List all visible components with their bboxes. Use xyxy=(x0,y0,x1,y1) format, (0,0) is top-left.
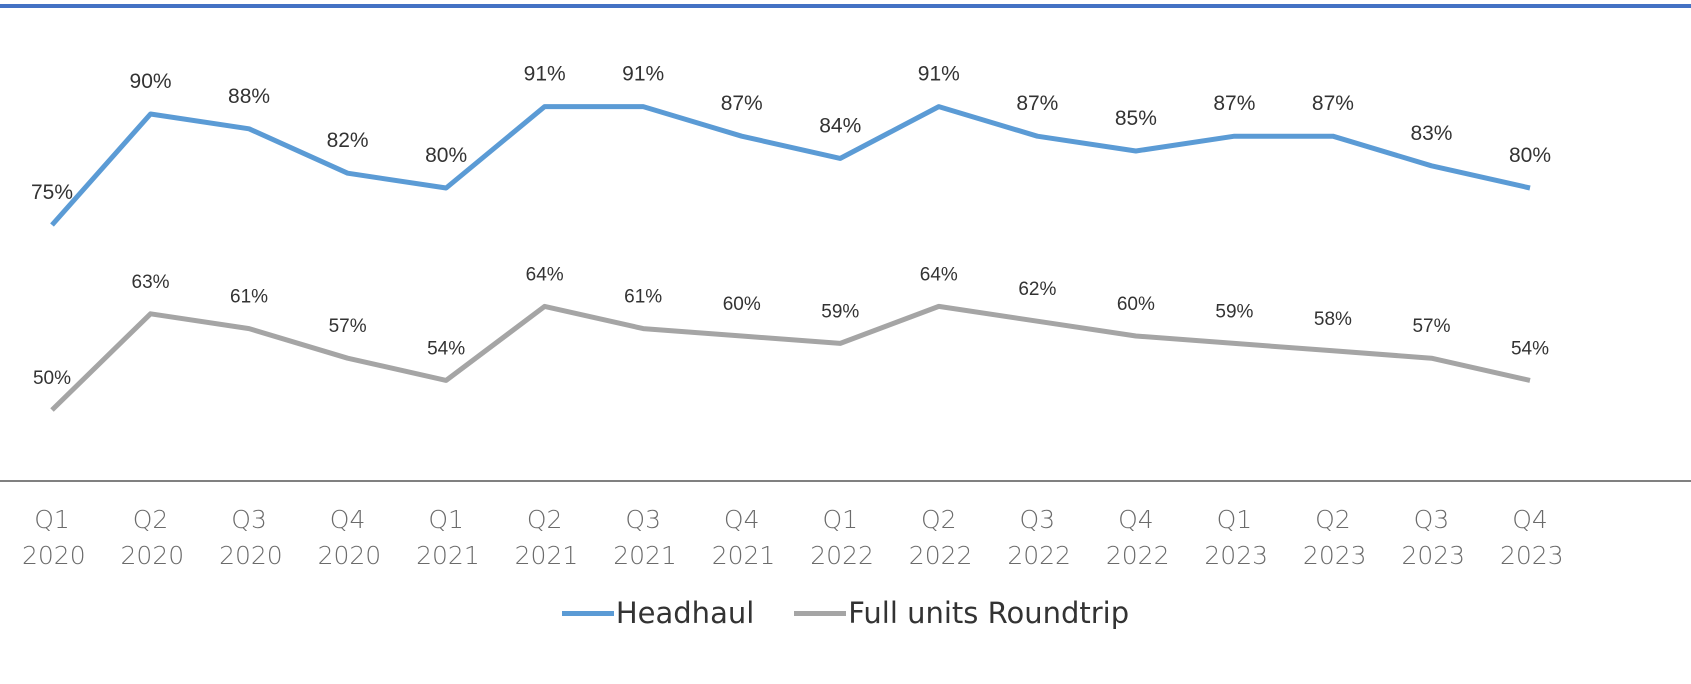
x-tick-label: Q2 2020 xyxy=(120,505,185,570)
data-label: 61% xyxy=(230,287,268,308)
legend: Headhaul Full units Roundtrip xyxy=(0,596,1691,630)
data-label: 50% xyxy=(33,368,71,389)
x-tick-label: Q1 2023 xyxy=(1204,505,1269,570)
legend-item: Headhaul xyxy=(561,596,755,630)
x-tick-label: Q4 2023 xyxy=(1500,505,1564,570)
x-tick-label: Q3 2020 xyxy=(219,505,283,570)
x-tick-label: Q4 2022 xyxy=(1105,505,1170,570)
data-label: 58% xyxy=(1314,309,1352,330)
data-label: 63% xyxy=(132,272,170,293)
data-label: 91% xyxy=(524,63,566,86)
x-tick-label: Q2 2023 xyxy=(1302,505,1367,570)
x-tick-label: Q1 2020 xyxy=(22,505,86,570)
legend-label: Headhaul xyxy=(615,596,755,630)
data-label: 75% xyxy=(31,181,73,204)
data-label: 88% xyxy=(228,85,270,108)
data-label: 60% xyxy=(1117,294,1155,315)
data-label: 87% xyxy=(1016,92,1058,115)
data-label: 59% xyxy=(821,301,859,322)
series-line xyxy=(50,303,1531,412)
x-tick-label: Q3 2022 xyxy=(1007,505,1071,570)
data-label: 54% xyxy=(427,338,465,359)
data-label: 80% xyxy=(1509,144,1551,167)
legend-label: Full units Roundtrip xyxy=(848,596,1130,630)
data-label: 57% xyxy=(1412,316,1450,337)
x-tick-label: Q3 2023 xyxy=(1401,505,1466,570)
x-tick-label: Q4 2020 xyxy=(317,505,382,570)
legend-swatch xyxy=(794,610,847,616)
series-line xyxy=(50,104,1531,227)
x-tick-label: Q1 2022 xyxy=(810,505,874,570)
top-rule xyxy=(0,4,1691,8)
data-label: 91% xyxy=(918,63,960,86)
data-label: 64% xyxy=(526,264,564,285)
x-tick-label: Q1 2021 xyxy=(416,505,480,570)
data-label: 85% xyxy=(1115,107,1157,130)
x-tick-label: Q4 2021 xyxy=(711,505,776,570)
data-label: 80% xyxy=(425,144,467,167)
data-label: 87% xyxy=(1312,92,1354,115)
data-label: 91% xyxy=(622,63,664,86)
data-label: 60% xyxy=(723,294,761,315)
data-label: 62% xyxy=(1018,279,1056,300)
legend-swatch xyxy=(561,610,614,616)
data-label: 82% xyxy=(327,129,369,152)
data-label: 90% xyxy=(130,70,172,93)
data-label: 61% xyxy=(624,287,662,308)
x-tick-label: Q2 2022 xyxy=(908,505,973,570)
data-label: 83% xyxy=(1410,122,1452,145)
data-label: 64% xyxy=(920,264,958,285)
x-tick-label: Q3 2021 xyxy=(613,505,677,570)
data-label: 54% xyxy=(1511,338,1549,359)
data-label: 87% xyxy=(721,92,763,115)
x-tick-label: Q2 2021 xyxy=(514,505,579,570)
data-label: 87% xyxy=(1213,92,1255,115)
data-label: 84% xyxy=(819,114,861,137)
data-label: 57% xyxy=(329,316,367,337)
data-label: 59% xyxy=(1215,301,1253,322)
legend-item: Full units Roundtrip xyxy=(794,596,1129,630)
